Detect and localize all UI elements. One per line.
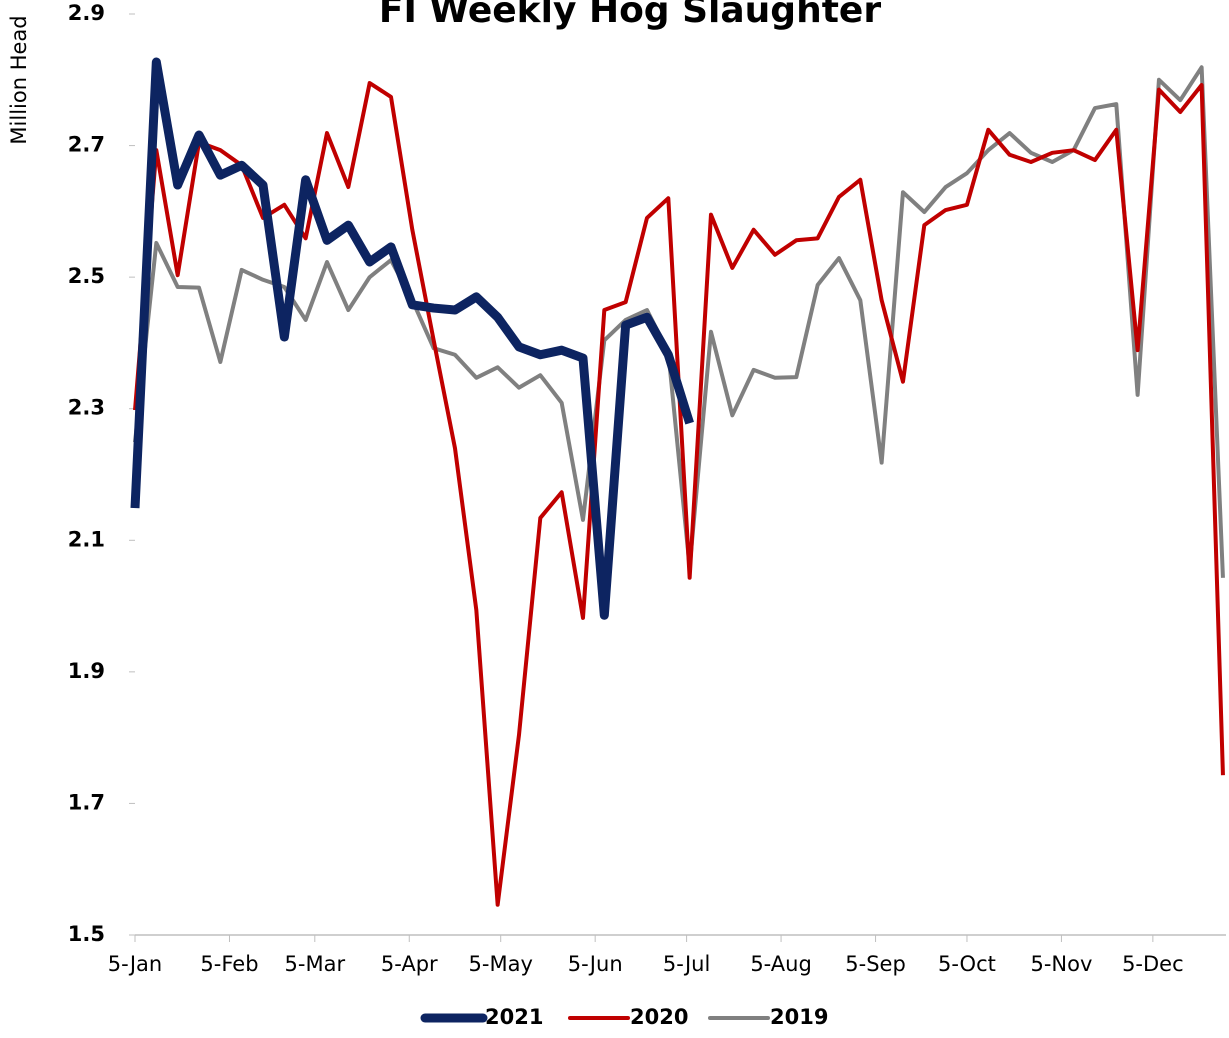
legend-label: 2021 — [485, 1005, 543, 1029]
x-tick-label: 5-Jan — [108, 952, 162, 976]
x-tick-label: 5-Aug — [750, 952, 811, 976]
x-tick-label: 5-Jul — [663, 952, 710, 976]
legend-label: 2020 — [630, 1005, 688, 1029]
y-tick-label: 2.9 — [68, 1, 105, 25]
x-tick-label: 5-Mar — [285, 952, 346, 976]
x-tick-label: 5-Apr — [381, 952, 438, 976]
chart-title: FI Weekly Hog Slaughter — [379, 0, 881, 31]
x-tick-label: 5-Dec — [1122, 952, 1184, 976]
y-axis-title: Million Head — [7, 15, 31, 144]
x-tick-label: 5-Jun — [568, 952, 623, 976]
y-tick-label: 2.5 — [68, 264, 105, 288]
legend-label: 2019 — [770, 1005, 828, 1029]
y-tick-label: 1.5 — [68, 922, 105, 946]
y-tick-label: 1.9 — [68, 659, 105, 683]
y-tick-label: 2.1 — [68, 527, 105, 551]
y-tick-label: 2.7 — [68, 133, 105, 157]
y-tick-label: 1.7 — [68, 790, 105, 814]
x-tick-label: 5-Feb — [200, 952, 258, 976]
series-line — [133, 65, 1225, 578]
series-line — [130, 57, 694, 620]
y-tick-label: 2.3 — [68, 396, 105, 420]
x-tick-label: 5-Sep — [845, 952, 906, 976]
x-tick-label: 5-May — [469, 952, 533, 976]
x-tick-label: 5-Oct — [938, 952, 996, 976]
x-tick-label: 5-Nov — [1030, 952, 1092, 976]
